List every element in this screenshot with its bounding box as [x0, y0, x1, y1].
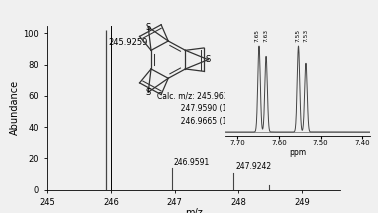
Text: 247.9242: 247.9242: [235, 162, 271, 171]
Text: 7.53: 7.53: [304, 29, 309, 42]
Text: 246.9591: 246.9591: [174, 158, 210, 167]
Text: 245.9259: 245.9259: [109, 38, 148, 47]
X-axis label: m/z: m/z: [185, 208, 203, 213]
Text: S: S: [146, 88, 151, 97]
X-axis label: ppm: ppm: [289, 148, 306, 157]
Text: 7.63: 7.63: [263, 29, 268, 42]
Text: S: S: [206, 55, 211, 64]
Text: S: S: [146, 23, 151, 32]
Text: 7.65: 7.65: [255, 29, 260, 42]
Y-axis label: Abundance: Abundance: [10, 80, 20, 135]
Text: 7.55: 7.55: [296, 29, 301, 42]
Text: Calc. m/z: 245.9632 (100%)
          247.9590 (13.6%)
          246.9665 (13.0%): Calc. m/z: 245.9632 (100%) 247.9590 (13.…: [157, 92, 263, 126]
